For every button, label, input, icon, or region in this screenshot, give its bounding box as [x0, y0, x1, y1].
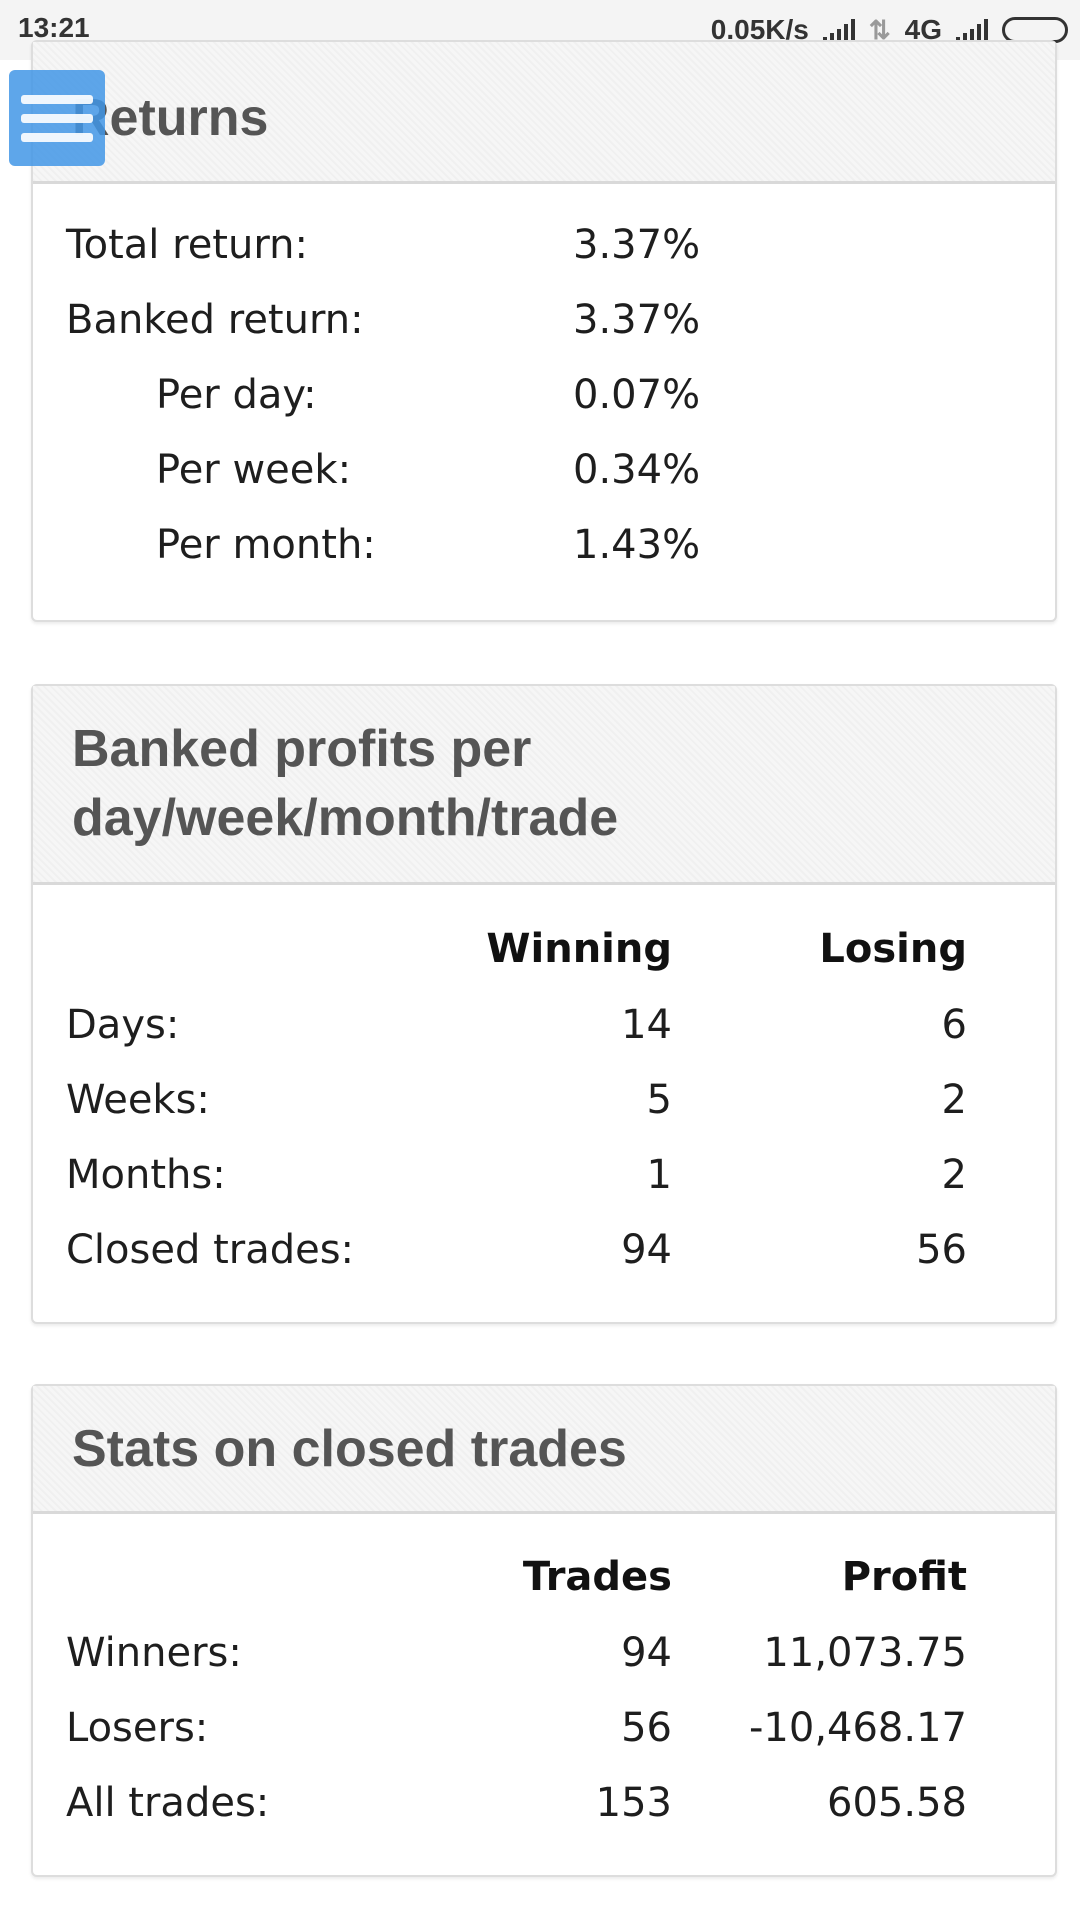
days-losing: 6 [941, 1002, 967, 1048]
closed-trades-winning: 94 [621, 1227, 672, 1273]
weeks-label: Weeks: [66, 1077, 210, 1123]
returns-panel: Returns Total return: 3.37% Banked retur… [31, 40, 1057, 622]
per-week-label: Per week: [156, 447, 352, 493]
closed-trades-label: Closed trades: [66, 1227, 355, 1273]
data-transfer-icon: ⇅ [868, 14, 891, 45]
trades-header: Trades [522, 1554, 672, 1600]
all-trades-trades: 153 [595, 1780, 672, 1826]
weeks-losing: 2 [941, 1077, 967, 1123]
per-day-value: 0.07% [573, 372, 701, 418]
profit-header: Profit [841, 1554, 967, 1600]
banked-title-line1: Banked profits per [72, 720, 532, 778]
months-winning: 1 [646, 1152, 672, 1198]
banked-panel-header: Banked profits per day/week/month/trade [33, 686, 1055, 885]
all-trades-label: All trades: [66, 1780, 270, 1826]
winners-label: Winners: [66, 1630, 242, 1676]
winning-header: Winning [486, 926, 672, 972]
days-label: Days: [66, 1002, 180, 1048]
banked-return-value: 3.37% [573, 297, 701, 343]
network-type: 4G [904, 14, 942, 45]
stats-title: Stats on closed trades [72, 1420, 627, 1478]
banked-title-line2: day/week/month/trade [72, 789, 619, 847]
winners-trades: 94 [621, 1630, 672, 1676]
per-day-label: Per day: [156, 372, 317, 418]
status-time: 13:21 [18, 12, 90, 43]
losers-trades: 56 [621, 1705, 672, 1751]
network-speed: 0.05K/s [710, 14, 809, 45]
total-return-value: 3.37% [573, 222, 701, 268]
weeks-winning: 5 [646, 1077, 672, 1123]
stats-panel: Stats on closed trades Trades Profit Win… [31, 1384, 1057, 1877]
winners-profit: 11,073.75 [763, 1630, 967, 1676]
menu-button[interactable] [9, 70, 105, 166]
all-trades-profit: 605.58 [827, 1780, 967, 1826]
per-week-value: 0.34% [573, 447, 701, 493]
returns-panel-header: Returns [33, 42, 1055, 184]
menu-icon-bar [21, 132, 93, 142]
closed-trades-losing: 56 [916, 1227, 967, 1273]
months-losing: 2 [941, 1152, 967, 1198]
total-return-label: Total return: [66, 222, 308, 268]
days-winning: 14 [621, 1002, 672, 1048]
menu-icon-bar [21, 94, 93, 104]
losing-header: Losing [819, 926, 967, 972]
menu-icon-bar [21, 113, 93, 123]
per-month-label: Per month: [156, 522, 376, 568]
losers-profit: -10,468.17 [748, 1705, 967, 1751]
banked-profits-panel: Banked profits per day/week/month/trade … [31, 684, 1057, 1324]
banked-return-label: Banked return: [66, 297, 364, 343]
months-label: Months: [66, 1152, 226, 1198]
stats-panel-header: Stats on closed trades [33, 1386, 1055, 1514]
status-icons: 0.05K/s ⇅ 4G [711, 10, 1068, 50]
losers-label: Losers: [66, 1705, 209, 1751]
per-month-value: 1.43% [573, 522, 701, 568]
